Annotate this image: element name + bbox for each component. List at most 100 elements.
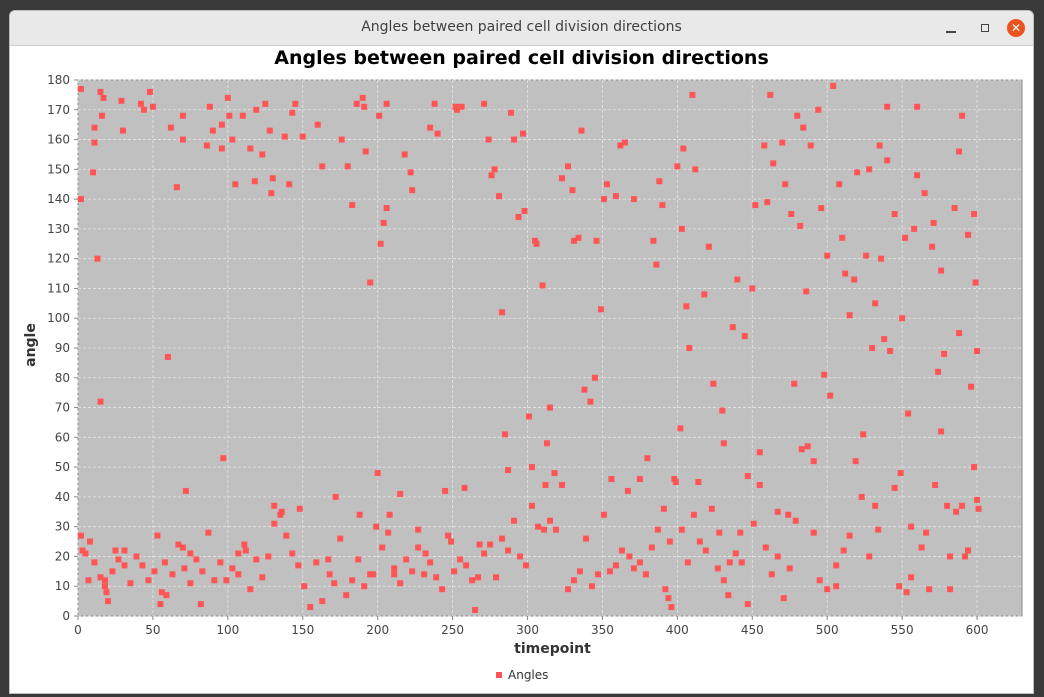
data-point	[472, 607, 479, 614]
close-icon: ✕	[1007, 19, 1025, 37]
data-point	[810, 458, 817, 465]
data-point	[770, 160, 777, 167]
data-point	[581, 386, 588, 393]
data-point	[307, 604, 314, 611]
maximize-button[interactable]	[972, 15, 998, 41]
data-point	[179, 136, 186, 143]
data-point	[488, 172, 495, 179]
data-point	[374, 470, 381, 477]
data-point	[376, 112, 383, 119]
title-bar[interactable]: Angles between paired cell division dire…	[10, 11, 1033, 46]
data-point	[959, 112, 966, 119]
data-point	[929, 243, 936, 250]
data-point	[972, 279, 979, 286]
data-point	[800, 124, 807, 131]
data-point	[251, 178, 258, 185]
data-point	[181, 565, 188, 572]
x-tick-label: 400	[666, 623, 689, 637]
data-point	[720, 577, 727, 584]
data-point	[220, 455, 227, 462]
minimize-icon	[946, 31, 956, 33]
data-point	[965, 547, 972, 554]
data-point	[876, 142, 883, 149]
data-point	[858, 493, 865, 500]
data-point	[971, 211, 978, 217]
data-point	[686, 345, 693, 351]
y-tick-label: 10	[55, 579, 70, 593]
data-point	[672, 479, 679, 485]
data-point	[383, 205, 390, 212]
data-point	[570, 577, 577, 584]
data-point	[558, 481, 565, 488]
data-point	[499, 309, 506, 316]
data-point	[461, 484, 468, 491]
data-point	[380, 219, 387, 226]
data-point	[259, 574, 266, 581]
data-point	[905, 410, 912, 417]
data-point	[653, 261, 660, 268]
data-point	[608, 476, 615, 483]
y-tick-label: 160	[47, 133, 70, 147]
data-point	[662, 586, 669, 593]
data-point	[218, 121, 225, 128]
data-point	[752, 202, 759, 209]
data-point	[502, 431, 509, 438]
data-point	[830, 82, 837, 89]
data-point	[921, 190, 928, 197]
data-point	[794, 112, 801, 119]
data-point	[431, 100, 438, 107]
data-point	[833, 562, 840, 569]
data-point	[289, 550, 296, 557]
data-point	[101, 583, 108, 590]
data-point	[959, 502, 966, 509]
data-point	[612, 562, 619, 569]
data-point	[887, 347, 894, 354]
data-point	[259, 151, 266, 158]
data-point	[678, 526, 685, 533]
data-point	[331, 580, 338, 587]
data-point	[154, 532, 161, 539]
data-point	[151, 568, 158, 575]
data-point	[872, 300, 879, 307]
data-point	[262, 100, 269, 107]
data-point	[487, 541, 494, 548]
data-point	[762, 544, 769, 551]
data-point	[86, 538, 93, 545]
data-point	[750, 520, 757, 527]
close-button[interactable]: ✕	[1003, 15, 1029, 41]
data-point	[223, 577, 230, 584]
data-point	[362, 148, 369, 155]
data-point	[127, 580, 134, 587]
data-point	[515, 213, 522, 220]
data-point	[109, 568, 116, 575]
data-point	[744, 473, 751, 480]
data-point	[295, 562, 302, 569]
data-point	[804, 443, 811, 450]
data-point	[725, 592, 732, 599]
data-point	[314, 121, 321, 128]
data-point	[457, 556, 464, 563]
data-point	[79, 547, 86, 554]
data-point	[296, 505, 303, 512]
data-point	[779, 139, 786, 146]
data-point	[600, 511, 607, 518]
y-tick-label: 150	[47, 162, 70, 176]
data-point	[397, 490, 404, 497]
data-point	[343, 592, 350, 599]
y-tick-label: 90	[55, 341, 70, 355]
data-point	[206, 103, 213, 110]
data-point	[756, 449, 763, 456]
data-point	[511, 136, 518, 143]
data-point	[269, 175, 276, 182]
data-point	[403, 556, 410, 563]
x-tick-label: 150	[291, 623, 314, 637]
data-point	[526, 413, 533, 420]
data-point	[846, 532, 853, 539]
data-point	[851, 276, 858, 283]
data-point	[157, 601, 164, 608]
data-point	[175, 541, 182, 548]
minimize-button[interactable]	[938, 15, 964, 41]
data-point	[218, 145, 225, 152]
data-point	[630, 565, 637, 572]
data-point	[481, 100, 488, 107]
